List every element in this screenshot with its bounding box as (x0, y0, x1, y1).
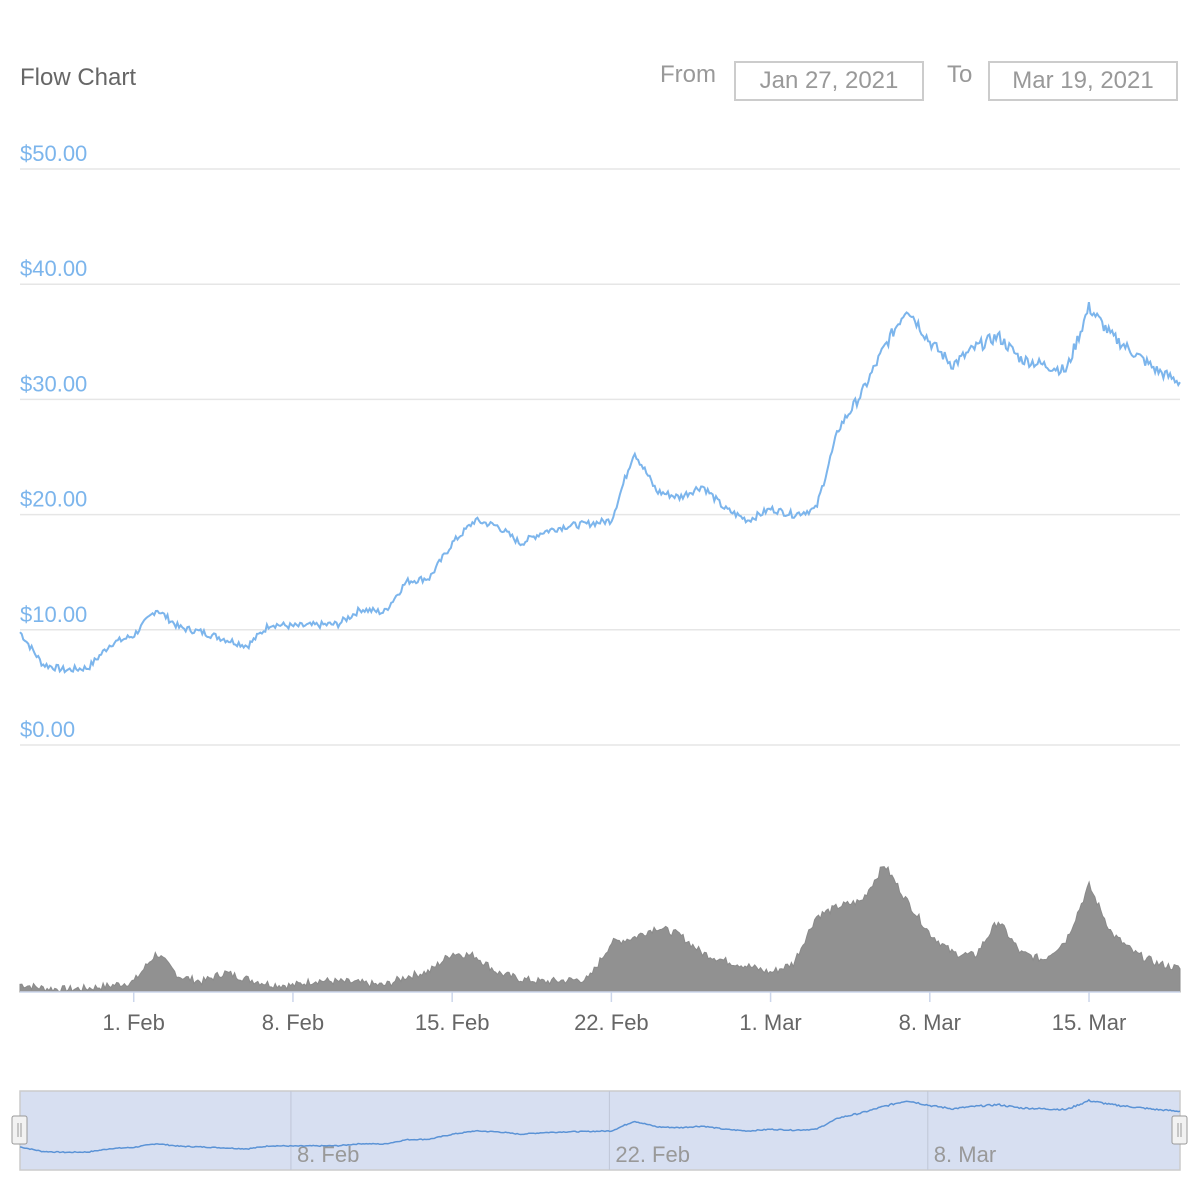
to-label: To (947, 61, 973, 88)
y-tick-label: $20.00 (20, 487, 87, 512)
chart-title: Flow Chart (20, 64, 137, 91)
x-tick-label: 22. Feb (574, 1010, 649, 1035)
volume-area (19, 865, 1181, 993)
from-date-input[interactable]: Jan 27, 2021 (734, 61, 924, 101)
volume-series (19, 865, 1181, 993)
x-tick-label: 1. Feb (103, 1010, 165, 1035)
from-label: From (660, 61, 716, 88)
price-line (19, 302, 1181, 674)
price-axis-labels: $0.00 $10.00 $20.00 $30.00 $40.00 $50.00 (20, 141, 87, 742)
x-tick-label: 15. Feb (415, 1010, 490, 1035)
navigator-left-handle[interactable] (11, 1115, 28, 1145)
to-date-input[interactable]: Mar 19, 2021 (988, 61, 1178, 101)
price-series (19, 302, 1181, 674)
handle-body (11, 1115, 28, 1145)
navigator-tick-label: 22. Feb (615, 1142, 690, 1167)
navigator-line (19, 1098, 1181, 1154)
x-tick-label: 1. Mar (739, 1010, 801, 1035)
price-gridlines (20, 168, 1180, 746)
x-tick-label: 8. Mar (899, 1010, 961, 1035)
y-tick-label: $0.00 (20, 717, 75, 742)
navigator[interactable]: 8. Feb 22. Feb 8. Mar (11, 1090, 1188, 1171)
x-tick-label: 8. Feb (262, 1010, 324, 1035)
y-tick-label: $10.00 (20, 602, 87, 627)
navigator-right-handle[interactable] (1171, 1115, 1188, 1145)
y-tick-label: $30.00 (20, 371, 87, 396)
y-tick-label: $40.00 (20, 256, 87, 281)
navigator-tick-label: 8. Mar (934, 1142, 996, 1167)
navigator-selection (19, 1090, 1181, 1171)
y-tick-label: $50.00 (20, 141, 87, 166)
x-tick-label: 15. Mar (1052, 1010, 1127, 1035)
handle-body (1171, 1115, 1188, 1145)
date-axis: 1. Feb 8. Feb 15. Feb 22. Feb 1. Mar 8. Mar 15… (20, 991, 1180, 1035)
